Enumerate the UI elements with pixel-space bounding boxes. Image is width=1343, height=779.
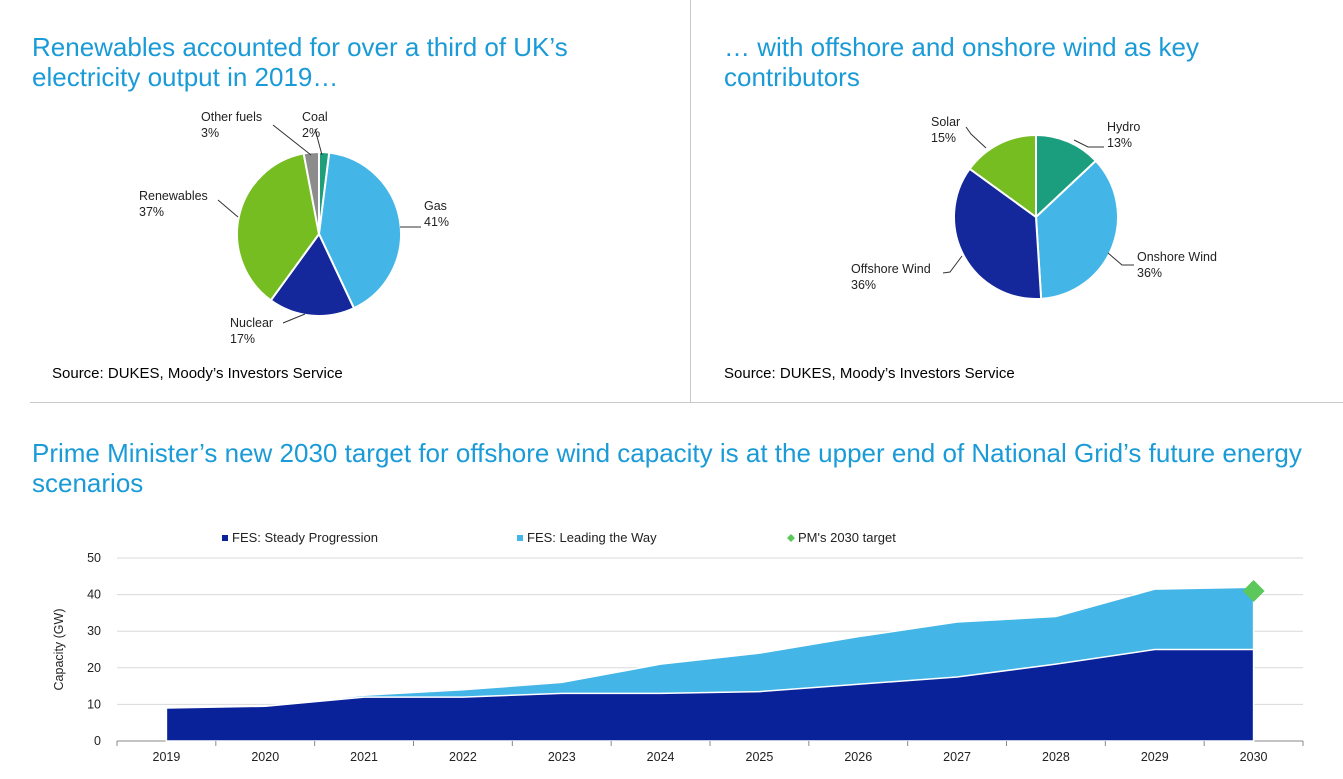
pie-value-other-fuels: 3%: [201, 126, 219, 140]
pie-value-solar: 15%: [931, 131, 956, 145]
leader-line-coal: [314, 128, 323, 156]
horizontal-divider: [30, 402, 1343, 403]
x-tick-label-2022: 2022: [449, 750, 477, 764]
x-tick-label-2020: 2020: [251, 750, 279, 764]
pie-value-onshore-wind: 36%: [1137, 266, 1162, 280]
pie-label-offshore-wind: Offshore Wind: [851, 262, 931, 276]
x-tick-label-2021: 2021: [350, 750, 378, 764]
x-tick-label-2023: 2023: [548, 750, 576, 764]
leader-line-nuclear: [282, 313, 306, 324]
x-tick-label-2030: 2030: [1240, 750, 1268, 764]
pie-slice-other-fuels: [302, 150, 320, 235]
y-tick-label-0: 0: [94, 734, 101, 748]
y-tick-label-20: 20: [87, 661, 101, 675]
pie-label-solar: Solar: [931, 115, 960, 129]
area-chart-title: Prime Minister’s new 2030 target for off…: [32, 438, 1302, 498]
x-tick-label-2019: 2019: [153, 750, 181, 764]
leader-line-other-fuels: [272, 124, 312, 156]
legend-label-fes-steady-progression: FES: Steady Progression: [232, 530, 378, 545]
pie-value-hydro: 13%: [1107, 136, 1132, 150]
pie-label-other-fuels: Other fuels: [201, 110, 262, 124]
pie-slice-offshore-wind: [953, 167, 1043, 300]
x-tick-label-2029: 2029: [1141, 750, 1169, 764]
leader-line-onshore-wind: [1107, 252, 1134, 266]
leader-line-solar: [965, 126, 987, 149]
leader-line-hydro: [1073, 139, 1104, 148]
legend-label-fes-leading-the-way: FES: Leading the Way: [527, 530, 657, 545]
pie-label-onshore-wind: Onshore Wind: [1137, 250, 1217, 264]
y-tick-label-10: 10: [87, 697, 101, 711]
pie-label-gas: Gas: [424, 199, 447, 213]
pie-slice-solar: [968, 133, 1037, 219]
x-tick-label-2024: 2024: [647, 750, 675, 764]
x-tick-label-2028: 2028: [1042, 750, 1070, 764]
vertical-divider: [690, 0, 691, 402]
pie-value-nuclear: 17%: [230, 332, 255, 346]
legend-marker-fes-leading-the-way: [517, 535, 523, 541]
y-tick-label-50: 50: [87, 551, 101, 565]
pie-value-coal: 2%: [302, 126, 320, 140]
legend-marker-pm-s-2030-target: [787, 534, 795, 542]
x-tick-label-2027: 2027: [943, 750, 971, 764]
pie-chart-renewables-mix: Hydro 13% Onshore Wind 36% Offshore Wind 36% S…: [851, 115, 1217, 300]
pie-slice-renewables: [236, 152, 321, 302]
pie-value-renewables: 37%: [139, 205, 164, 219]
pie-label-coal: Coal: [302, 110, 328, 124]
y-axis-label: Capacity (GW): [52, 609, 66, 691]
area-series-fes-steady-progression: [165, 648, 1255, 742]
y-tick-label-30: 30: [87, 624, 101, 638]
x-tick-label-2025: 2025: [746, 750, 774, 764]
pie-label-hydro: Hydro: [1107, 120, 1140, 134]
y-tick-label-40: 40: [87, 588, 101, 602]
pie-label-nuclear: Nuclear: [230, 316, 273, 330]
pie-slice-gas: [317, 151, 402, 310]
pie-label-renewables: Renewables: [139, 189, 208, 203]
legend-marker-fes-steady-progression: [222, 535, 228, 541]
pie1-title: Renewables accounted for over a third of…: [32, 32, 568, 92]
pie2-title: … with offshore and onshore wind as key …: [724, 32, 1200, 92]
pie1-source: Source: DUKES, Moody’s Investors Service: [52, 365, 343, 382]
leader-line-offshore-wind: [942, 255, 963, 274]
pie-value-offshore-wind: 36%: [851, 278, 876, 292]
pie-value-gas: 41%: [424, 215, 449, 229]
pie-slice-hydro: [1035, 133, 1098, 220]
x-tick-label-2026: 2026: [844, 750, 872, 764]
pie-chart-electricity-output: Coal 2% Gas 41% Nuclear 17% Renewables 37% Other…: [139, 110, 449, 346]
pie-slice-nuclear: [269, 232, 356, 317]
pie-slice-onshore-wind: [1034, 159, 1119, 300]
target-marker-diamond: [1242, 579, 1265, 602]
pie2-source: Source: DUKES, Moody’s Investors Service: [724, 365, 1015, 382]
leader-line-renewables: [217, 199, 239, 218]
legend-label-pm-s-2030-target: PM's 2030 target: [798, 530, 896, 545]
